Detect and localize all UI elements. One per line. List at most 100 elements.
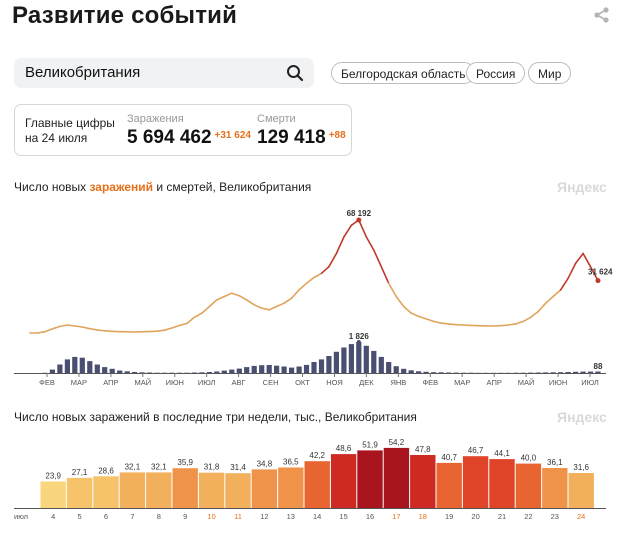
death-bar xyxy=(550,372,556,373)
death-bar xyxy=(64,359,70,373)
yandex-logo-2: Яндекс xyxy=(557,409,607,425)
day-label: 9 xyxy=(183,512,187,521)
bar xyxy=(410,455,436,508)
cases-line-segment xyxy=(552,289,562,298)
bar-value-label: 31,4 xyxy=(230,463,246,472)
cases-line-segment xyxy=(387,282,398,298)
day-label: 20 xyxy=(471,512,479,521)
deaths-increase: +88 xyxy=(328,130,346,141)
bar-value-label: 28,6 xyxy=(98,466,114,475)
death-bar xyxy=(139,372,145,373)
day-label: 12 xyxy=(260,512,268,521)
cases-line-segment xyxy=(216,295,226,301)
bar-value-label: 32,1 xyxy=(125,462,141,471)
cases-line-segment xyxy=(298,282,308,291)
bar-value-label: 32,1 xyxy=(151,462,167,471)
day-label: 7 xyxy=(130,512,134,521)
search-input[interactable]: Великобритания xyxy=(25,64,141,81)
x-tick-label: МАЙ xyxy=(134,378,151,387)
peak-cases-label: 68 192 xyxy=(347,209,372,218)
x-tick-label: ФЕВ xyxy=(422,378,438,387)
cases-line-segment xyxy=(171,324,181,329)
chart1-title-prefix: Число новых xyxy=(14,180,90,194)
death-bar xyxy=(199,372,205,373)
x-tick-label: АПР xyxy=(103,378,118,387)
death-bar xyxy=(311,362,317,373)
death-bar xyxy=(408,370,414,373)
death-bar xyxy=(72,356,78,373)
cases-line-segment xyxy=(328,252,338,268)
death-bar xyxy=(274,365,280,373)
yandex-logo: Яндекс xyxy=(557,179,607,195)
bar xyxy=(172,468,198,508)
cases-line-segment xyxy=(507,323,517,326)
day-label: 10 xyxy=(207,512,215,521)
cases-label: Заражения xyxy=(127,113,184,125)
death-bar xyxy=(416,371,422,373)
search-icon[interactable] xyxy=(286,64,304,82)
cases-line-segment xyxy=(544,295,555,304)
death-bar xyxy=(423,371,429,373)
bar xyxy=(146,472,172,508)
deaths-value: 129 418 xyxy=(257,127,326,148)
x-tick-label: ФЕВ xyxy=(39,378,55,387)
death-bar xyxy=(371,350,377,373)
cases-line-segment xyxy=(425,318,435,323)
region-search[interactable]: Великобритания xyxy=(14,58,314,88)
cases-line-segment xyxy=(81,326,91,330)
cases-line-segment xyxy=(305,276,315,285)
bar xyxy=(489,459,515,508)
bar-value-label: 48,6 xyxy=(336,444,352,453)
death-bar xyxy=(587,371,594,373)
cases-line-segment xyxy=(275,302,285,308)
cases-line-segment xyxy=(529,310,540,319)
bar xyxy=(93,476,119,508)
cases-line-segment xyxy=(245,299,255,306)
cases-value: 5 694 462 xyxy=(127,127,212,148)
bar-value-label: 23,9 xyxy=(45,472,61,481)
chart2-title: Число новых заражений в последние три не… xyxy=(14,410,417,424)
bar xyxy=(66,477,93,508)
cases-line-segment xyxy=(410,312,420,318)
day-label: 23 xyxy=(551,512,559,521)
bar xyxy=(251,469,278,508)
x-tick-label: МАЙ xyxy=(518,378,535,387)
bar xyxy=(515,463,542,508)
cases-line-segment xyxy=(283,297,293,304)
share-icon[interactable] xyxy=(592,6,612,24)
cases-line-segment xyxy=(201,305,211,314)
cases-line-segment xyxy=(395,295,405,308)
cases-line-segment xyxy=(417,315,427,320)
cases-line-segment xyxy=(514,320,525,325)
cases-line-segment xyxy=(36,330,46,334)
cases-peak-point xyxy=(356,217,362,223)
death-bar xyxy=(79,357,85,373)
death-bar xyxy=(543,372,549,373)
bar-value-label: 27,1 xyxy=(72,468,88,477)
cases-line-segment xyxy=(343,224,353,238)
chip-russia[interactable]: Россия xyxy=(466,62,526,84)
chip-belgorod[interactable]: Белгородская область xyxy=(331,62,476,84)
death-bar xyxy=(289,367,295,373)
cases-line-segment xyxy=(582,252,592,268)
cases-line-segment xyxy=(178,322,188,327)
x-tick-label: ИЮН xyxy=(166,378,184,387)
death-bar xyxy=(431,372,437,373)
cases-line-segment xyxy=(372,249,383,268)
bar-value-label: 40,7 xyxy=(441,453,457,462)
cases-line-segment xyxy=(44,328,54,333)
chip-world[interactable]: Мир xyxy=(528,62,572,84)
cases-line-segment xyxy=(238,294,248,301)
cases-line-segment xyxy=(260,307,271,311)
deaths-total: 129 418 +88 xyxy=(257,127,346,149)
cases-line-segment xyxy=(522,316,532,323)
page-title: Развитие событий xyxy=(12,2,238,29)
cases-line-segment xyxy=(163,327,173,331)
bar-value-label: 46,7 xyxy=(468,446,484,455)
deaths-peak-point xyxy=(356,340,361,344)
death-bar xyxy=(147,372,153,373)
x-tick-label: АПР xyxy=(487,378,502,387)
death-bar xyxy=(281,366,287,373)
cases-line-segment xyxy=(290,289,300,299)
death-bar xyxy=(214,371,220,373)
